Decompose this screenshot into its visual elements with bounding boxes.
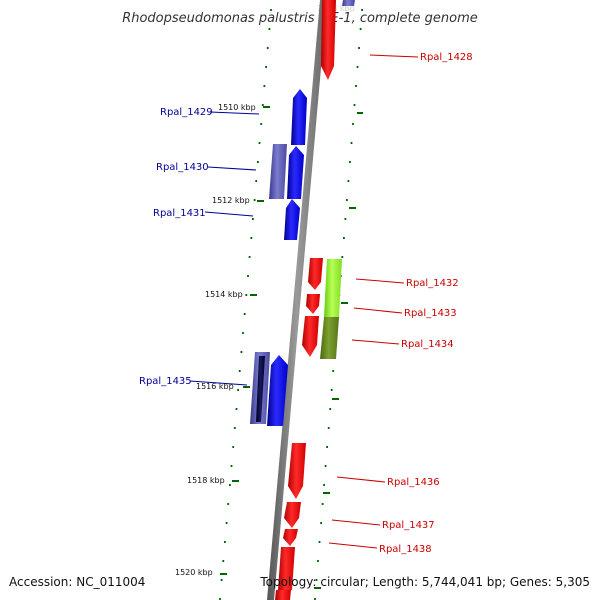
topology-text: Topology: circular; Length: 5,744,041 bp…	[259, 575, 590, 589]
gene-arrow-rpal-1428[interactable]	[321, 0, 336, 80]
gene-label-rpal-1434[interactable]: Rpal_1434	[401, 339, 454, 350]
gene-arrow-rpal-1432-left[interactable]	[308, 258, 323, 290]
forward-strand-genes	[250, 89, 307, 426]
genome-backbone	[267, 0, 327, 600]
gene-arrow-top-partial[interactable]	[342, 0, 355, 6]
gene-arrow-rpal-1437[interactable]	[284, 502, 301, 528]
kbp-label: 1514 kbp	[205, 290, 243, 299]
gene-labels: Rpal_1428 Rpal_1429 Rpal_1430 Rpal_1431 …	[139, 52, 473, 555]
gene-arrow-rpal-1437b[interactable]	[283, 529, 298, 546]
gene-arrow-rpal-1434[interactable]	[320, 317, 339, 359]
gene-label-rpal-1433[interactable]: Rpal_1433	[404, 308, 457, 319]
gene-arrow-rpal-1438[interactable]	[278, 547, 295, 590]
gene-label-rpal-1432[interactable]: Rpal_1432	[406, 278, 459, 289]
gene-label-rpal-1436[interactable]: Rpal_1436	[387, 477, 440, 488]
leader-rpal-1430	[207, 166, 257, 171]
gene-label-rpal-1438[interactable]: Rpal_1438	[379, 544, 432, 555]
map-title: Rhodopseudomonas palustris TIE-1, comple…	[122, 11, 478, 26]
gene-arrow-rpal-1433-left[interactable]	[306, 294, 320, 314]
tick-ring-left	[219, 9, 272, 600]
gene-arrow-rpal-1436[interactable]	[288, 443, 306, 499]
gene-arrow-rpal-1429[interactable]	[291, 89, 307, 145]
gene-arrow-rpal-1435-dark[interactable]	[256, 356, 265, 422]
kbp-label: 1518 kbp	[187, 476, 225, 485]
gene-label-rpal-1431[interactable]: Rpal_1431	[153, 208, 206, 219]
leader-rpal-1434	[351, 339, 400, 345]
gene-arrow-rpal-1430-alt[interactable]	[269, 144, 287, 199]
reverse-strand-genes	[275, 0, 355, 600]
leader-rpal-1428	[369, 54, 419, 58]
leader-rpal-1429	[209, 111, 260, 115]
leader-rpal-1433	[353, 307, 403, 314]
leader-rpal-1436	[336, 476, 386, 483]
kbp-label: 1512 kbp	[212, 196, 250, 205]
leader-rpal-1435	[189, 380, 248, 386]
gene-label-rpal-1437[interactable]: Rpal_1437	[382, 520, 435, 531]
leader-rpal-1437	[331, 519, 381, 526]
gene-arrow-rpal-1431[interactable]	[284, 199, 300, 240]
kbp-label: 1516 kbp	[196, 382, 234, 391]
leader-rpal-1432	[355, 278, 405, 284]
kbp-label-partial: 1508 kbp	[317, 4, 355, 13]
kbp-scale: 1510 kbp 1512 kbp 1514 kbp 1516 kbp 1518…	[175, 103, 363, 589]
gene-arrow-rpal-1435[interactable]	[267, 355, 288, 426]
gene-arrow-bottom-partial[interactable]	[275, 590, 291, 600]
gene-label-rpal-1429[interactable]: Rpal_1429	[160, 107, 213, 118]
leader-rpal-1438	[328, 542, 378, 549]
gene-arrow-rpal-1432[interactable]	[324, 259, 342, 317]
label-leaders	[189, 54, 419, 549]
leader-rpal-1431	[204, 211, 254, 217]
gene-arrow-rpal-1434-left[interactable]	[302, 316, 319, 357]
gene-label-rpal-1430[interactable]: Rpal_1430	[156, 162, 209, 173]
gene-arrow-rpal-1430[interactable]	[287, 146, 304, 199]
accession-text: Accession: NC_011004	[9, 575, 145, 589]
kbp-label: 1520 kbp	[175, 568, 213, 577]
gene-label-rpal-1428[interactable]: Rpal_1428	[420, 52, 473, 63]
kbp-label: 1510 kbp	[218, 103, 256, 112]
gene-label-rpal-1435[interactable]: Rpal_1435	[139, 376, 192, 387]
